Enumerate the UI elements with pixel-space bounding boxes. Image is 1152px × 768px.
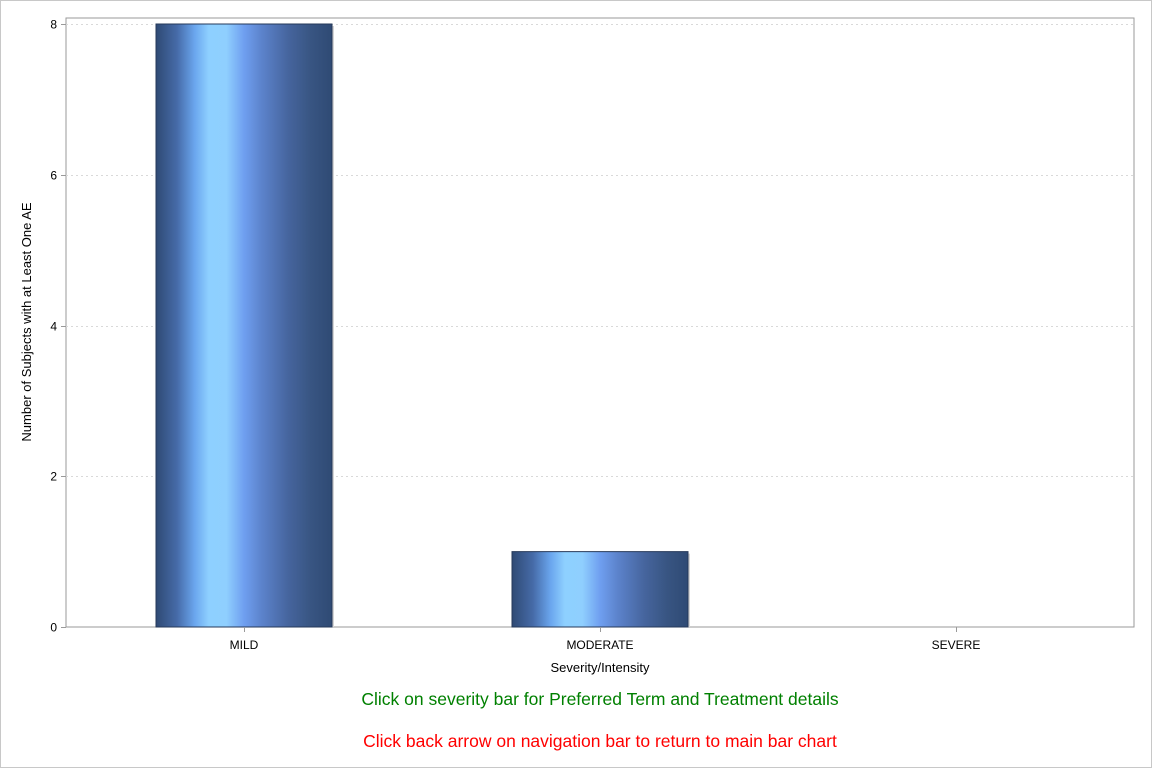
y-tick-label: 6 — [50, 169, 57, 183]
x-tick-label: MODERATE — [566, 638, 633, 652]
bars[interactable] — [155, 23, 690, 628]
instruction-back-arrow: Click back arrow on navigation bar to re… — [363, 731, 837, 751]
bar-mild[interactable] — [155, 23, 333, 628]
x-axis-title: Severity/Intensity — [551, 660, 650, 675]
y-tick-label: 4 — [50, 320, 57, 334]
y-tick-label: 0 — [50, 621, 57, 635]
y-tick-label: 2 — [50, 470, 57, 484]
x-tick-label: SEVERE — [932, 638, 981, 652]
instruction-severity-bar: Click on severity bar for Preferred Term… — [361, 689, 839, 709]
gridlines — [66, 24, 1134, 477]
x-tick-label: MILD — [230, 638, 259, 652]
y-tick-label: 8 — [50, 18, 57, 32]
axes: 0 2 4 6 8 MILD MODERATE SEVERE — [50, 18, 980, 653]
bar-moderate[interactable] — [511, 551, 689, 628]
y-axis-title: Number of Subjects with at Least One AE — [19, 202, 34, 442]
